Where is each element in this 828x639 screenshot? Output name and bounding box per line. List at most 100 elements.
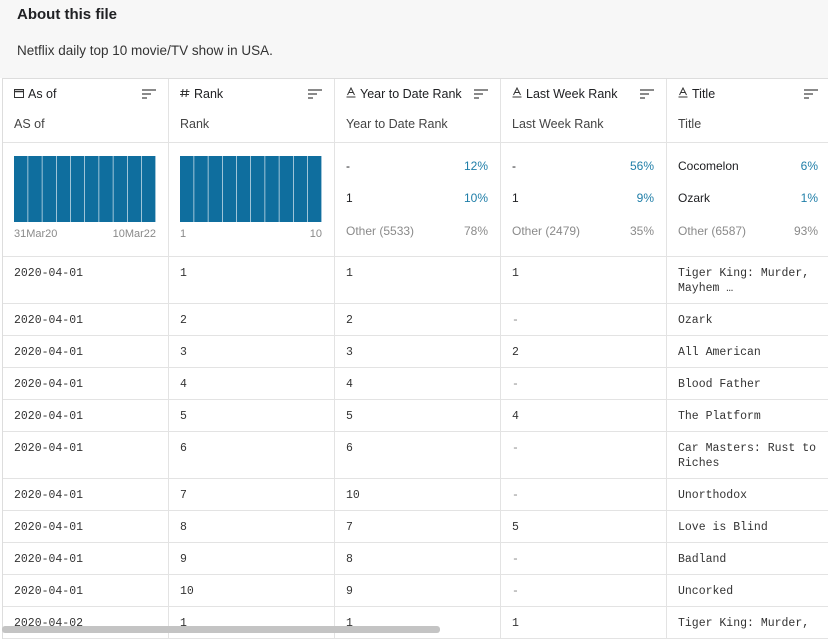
- type-icon: [14, 87, 24, 101]
- data-cell: 2020-04-02: [3, 607, 169, 638]
- summary-row: 31Mar20 10Mar22 1 10 - 12% 1 10% Other (5533) 78%…: [3, 143, 828, 257]
- range-max: 10Mar22: [112, 228, 156, 240]
- sort-icon[interactable]: [474, 88, 488, 102]
- other-value: Other (6587): [678, 224, 747, 238]
- top-value: -: [512, 159, 516, 173]
- data-row: 2020-04-01 10 9- Uncorked: [3, 575, 828, 607]
- column-subtitle: Rank: [180, 117, 210, 131]
- data-cell: -: [501, 368, 667, 399]
- data-cell: Uncorked: [678, 585, 734, 598]
- data-row: 2020-04-01 2 2- Ozark: [3, 304, 828, 336]
- scrollbar[interactable]: [2, 626, 440, 633]
- column-summary: - 12% 1 10% Other (5533) 78%: [335, 143, 501, 256]
- data-cell: -: [501, 304, 667, 335]
- sort-icon[interactable]: [308, 88, 322, 102]
- column-name-wrap: Rank: [180, 87, 223, 101]
- header-title: About this file: [17, 6, 117, 23]
- data-cell: 2020-04-01: [3, 575, 169, 606]
- data-cell: 2020-04-01: [3, 432, 169, 478]
- data-row: 2020-04-01 7 10- Unorthodox: [3, 479, 828, 511]
- other-value: Other (2479): [512, 224, 581, 238]
- top-share: 9%: [636, 191, 654, 205]
- data-cell: 6: [335, 432, 501, 478]
- top-value: 1: [512, 191, 519, 205]
- data-cell: 7: [335, 511, 501, 542]
- data-cell: 10: [169, 575, 335, 606]
- column-name-wrap: Title: [678, 86, 716, 101]
- data-row: 2020-04-01 3 3 2 All American: [3, 336, 828, 368]
- other-share: 35%: [629, 224, 654, 238]
- data-cell: 1: [169, 257, 335, 303]
- column-summary: - 56% 1 9% Other (2479) 35%: [501, 143, 667, 256]
- column-subtitle: Title: [678, 117, 702, 131]
- data-row: 2020-04-02 1 1 1 Tiger King: Murder,: [3, 607, 828, 639]
- sort-icon[interactable]: [142, 88, 156, 102]
- data-cell: 4: [335, 368, 501, 399]
- column-name: Last Week Rank: [526, 87, 618, 101]
- data-cell: 5: [169, 400, 335, 431]
- data-cell: 1: [335, 607, 501, 638]
- range-max: 10: [309, 228, 322, 240]
- range-min: 31Mar20: [14, 228, 58, 240]
- header-description: Netflix daily top 10 movie/TV show in US…: [17, 43, 273, 58]
- other-share: 78%: [463, 224, 488, 238]
- data-cell: -: [501, 543, 667, 574]
- data-cell: 2: [501, 336, 667, 367]
- data-cell: 5: [335, 400, 501, 431]
- data-cell: 2: [169, 304, 335, 335]
- top-value: Ozark: [678, 191, 711, 205]
- data-cell: 1: [335, 257, 501, 303]
- type-icon: [180, 87, 190, 101]
- data-cell: 3: [169, 336, 335, 367]
- data-cell: 9: [335, 575, 501, 606]
- column-name-wrap: Last Week Rank: [512, 86, 618, 101]
- type-icon: [346, 86, 356, 101]
- data-cell: 2020-04-01: [3, 400, 169, 431]
- column-header: Rank Rank: [169, 79, 335, 142]
- data-cell: -: [501, 575, 667, 606]
- data-row: 2020-04-01 4 4- Blood Father: [3, 368, 828, 400]
- data-row: 2020-04-01 6 6- Car Masters: Rust to Riches: [3, 432, 828, 479]
- column-name: Title: [692, 87, 716, 101]
- range-min: 1: [180, 228, 187, 240]
- data-cell: Car Masters: Rust to Riches: [678, 442, 817, 470]
- column-name: Year to Date Rank: [360, 87, 462, 101]
- data-cell: 1: [501, 257, 667, 303]
- other-value: Other (5533): [346, 224, 415, 238]
- data-cell: 6: [169, 432, 335, 478]
- data-cell: -: [501, 479, 667, 510]
- data-cell: 2020-04-01: [3, 543, 169, 574]
- top-value: Cocomelon: [678, 159, 739, 173]
- column-name: As of: [28, 87, 57, 101]
- data-cell: 2: [335, 304, 501, 335]
- data-row: 2020-04-01 9 8- Badland: [3, 543, 828, 575]
- data-row: 2020-04-01 5 5 4 The Platform: [3, 400, 828, 432]
- data-cell: 2020-04-01: [3, 336, 169, 367]
- data-cell: The Platform: [678, 410, 761, 423]
- top-share: 6%: [800, 159, 818, 173]
- data-cell: 8: [169, 511, 335, 542]
- column-summary: 1 10: [169, 143, 335, 256]
- column-subtitle: Year to Date Rank: [346, 117, 448, 131]
- data-row: 2020-04-01 8 7 5 Love is Blind: [3, 511, 828, 543]
- sort-icon[interactable]: [804, 88, 818, 102]
- data-cell: 8: [335, 543, 501, 574]
- top-share: 1%: [800, 191, 818, 205]
- column-summary: 31Mar20 10Mar22: [3, 143, 169, 256]
- column-header: As of AS of: [3, 79, 169, 142]
- data-cell: 3: [335, 336, 501, 367]
- data-cell: 7: [169, 479, 335, 510]
- data-cell: 4: [501, 400, 667, 431]
- column-header: Year to Date Rank Year to Date Rank: [335, 79, 501, 142]
- data-cell: 9: [169, 543, 335, 574]
- data-cell: Ozark: [678, 314, 713, 327]
- data-cell: All American: [678, 346, 761, 359]
- column-summary: Cocomelon 6% Ozark 1% Other (6587) 93%: [667, 143, 828, 256]
- column-name-wrap: As of: [14, 87, 57, 101]
- top-share: 12%: [463, 159, 488, 173]
- sort-icon[interactable]: [640, 88, 654, 102]
- type-icon: [678, 86, 688, 101]
- top-value: 1: [346, 191, 353, 205]
- other-share: 93%: [793, 224, 818, 238]
